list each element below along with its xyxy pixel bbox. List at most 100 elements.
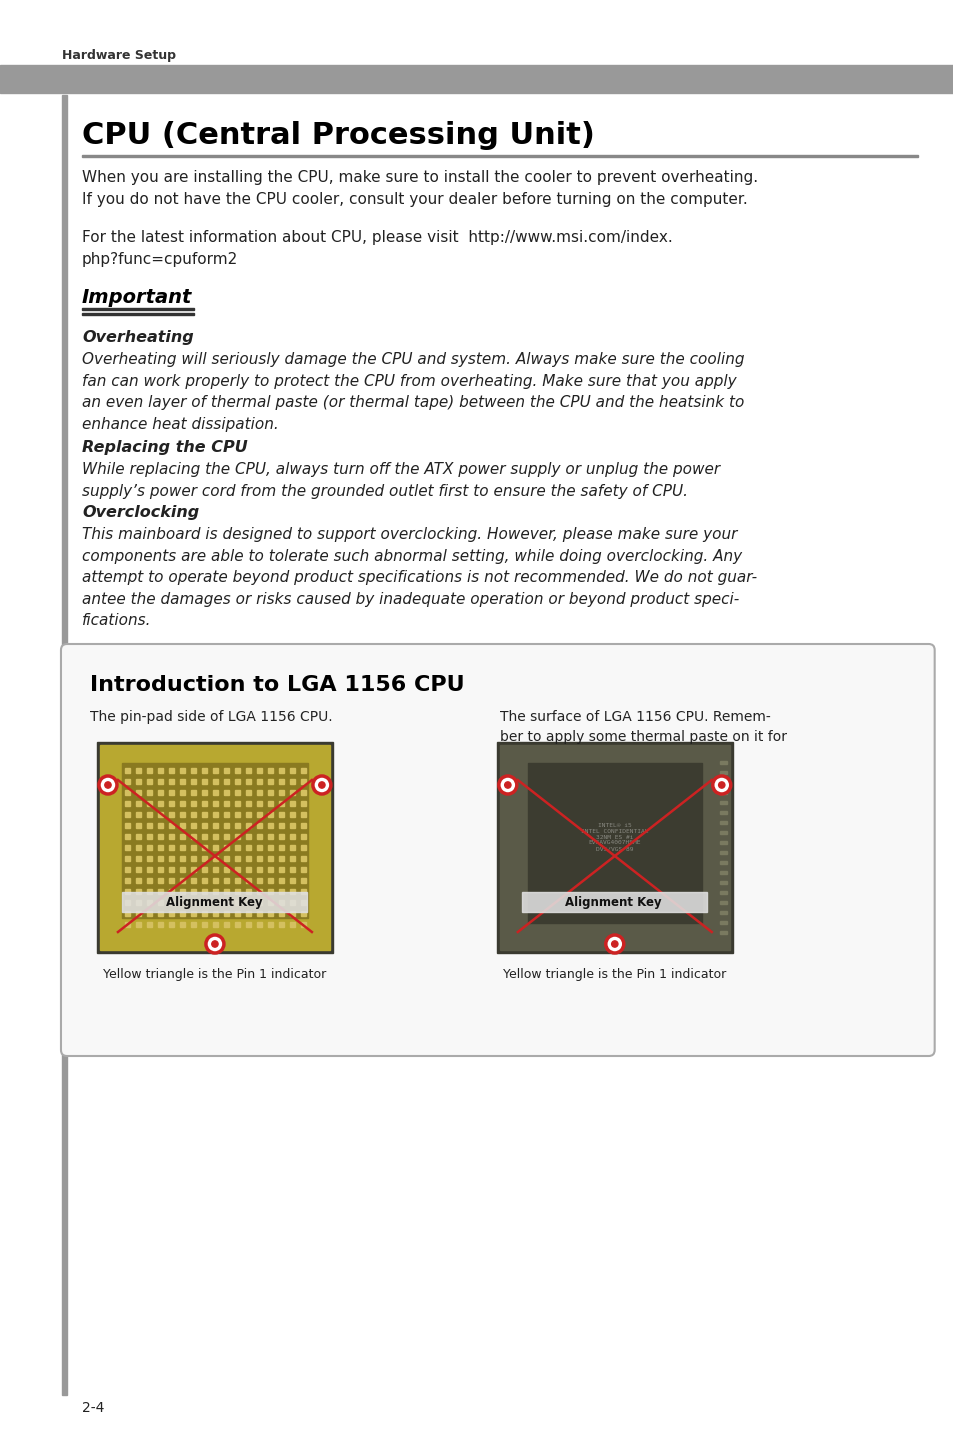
Text: Yellow triangle is the Pin 1 indicator: Yellow triangle is the Pin 1 indicator	[502, 968, 725, 981]
Bar	[136, 856, 141, 861]
Bar	[246, 856, 251, 861]
Circle shape	[99, 776, 117, 793]
Bar	[224, 845, 229, 851]
Bar	[224, 823, 229, 828]
Bar	[158, 833, 163, 839]
Bar	[234, 800, 239, 806]
Bar	[136, 812, 141, 818]
Circle shape	[605, 935, 623, 954]
Bar	[278, 790, 284, 795]
Bar	[180, 922, 185, 927]
Bar	[213, 833, 217, 839]
Bar	[527, 763, 701, 924]
Bar	[169, 899, 173, 905]
Bar	[234, 856, 239, 861]
Bar	[202, 800, 207, 806]
Bar	[136, 899, 141, 905]
Bar	[300, 812, 306, 818]
Bar	[180, 790, 185, 795]
Bar	[213, 823, 217, 828]
Bar	[202, 911, 207, 916]
Bar	[191, 823, 195, 828]
Bar	[256, 779, 262, 783]
Bar	[125, 856, 130, 861]
Bar	[300, 845, 306, 851]
Bar	[213, 866, 217, 872]
Bar	[268, 889, 273, 894]
Bar	[202, 899, 207, 905]
Bar	[213, 856, 217, 861]
Bar	[147, 790, 152, 795]
Bar	[224, 878, 229, 884]
Bar	[719, 790, 726, 793]
Bar	[158, 889, 163, 894]
Bar	[290, 779, 294, 783]
Bar	[82, 308, 193, 309]
Circle shape	[105, 782, 111, 788]
Bar	[256, 790, 262, 795]
Bar	[268, 856, 273, 861]
Text: Overheating will seriously damage the CPU and system. Always make sure the cooli: Overheating will seriously damage the CP…	[82, 352, 743, 432]
Bar	[180, 889, 185, 894]
Text: The surface of LGA 1156 CPU. Remem-
ber to apply some thermal paste on it for
be: The surface of LGA 1156 CPU. Remem- ber …	[499, 710, 786, 763]
Bar	[246, 800, 251, 806]
Bar	[169, 911, 173, 916]
Text: For the latest information about CPU, please visit  http://www.msi.com/index.
ph: For the latest information about CPU, pl…	[82, 231, 672, 266]
Bar	[169, 866, 173, 872]
Bar	[147, 911, 152, 916]
Bar	[213, 878, 217, 884]
Bar	[234, 768, 239, 773]
Bar	[158, 856, 163, 861]
Bar	[290, 812, 294, 818]
Bar	[246, 878, 251, 884]
Bar	[290, 845, 294, 851]
Bar	[191, 779, 195, 783]
Bar	[246, 779, 251, 783]
Bar	[136, 845, 141, 851]
Bar	[246, 823, 251, 828]
Bar	[191, 878, 195, 884]
Bar	[268, 845, 273, 851]
Bar	[521, 892, 706, 912]
Bar	[719, 921, 726, 924]
Bar	[125, 800, 130, 806]
Bar	[147, 779, 152, 783]
Bar	[122, 763, 308, 918]
Bar	[300, 790, 306, 795]
Bar	[256, 911, 262, 916]
Bar	[224, 911, 229, 916]
Bar	[234, 823, 239, 828]
Bar	[224, 833, 229, 839]
Bar	[224, 899, 229, 905]
Bar	[719, 871, 726, 874]
Text: Replacing the CPU: Replacing the CPU	[82, 440, 248, 455]
Bar	[125, 866, 130, 872]
Bar	[719, 831, 726, 833]
Bar	[213, 768, 217, 773]
Bar	[213, 800, 217, 806]
Bar	[158, 779, 163, 783]
Bar	[224, 812, 229, 818]
Bar	[136, 800, 141, 806]
Bar	[147, 866, 152, 872]
Text: The pin-pad side of LGA 1156 CPU.: The pin-pad side of LGA 1156 CPU.	[90, 710, 333, 725]
Bar	[147, 889, 152, 894]
Bar	[213, 845, 217, 851]
Bar	[278, 800, 284, 806]
Bar	[125, 845, 130, 851]
Circle shape	[498, 776, 517, 793]
Bar	[158, 866, 163, 872]
Bar	[180, 768, 185, 773]
Bar	[278, 889, 284, 894]
Bar	[300, 856, 306, 861]
Bar	[719, 901, 726, 904]
Bar	[278, 911, 284, 916]
Bar	[246, 889, 251, 894]
Bar	[246, 911, 251, 916]
Bar	[268, 800, 273, 806]
Bar	[234, 790, 239, 795]
Bar	[169, 878, 173, 884]
Bar	[290, 768, 294, 773]
Bar	[300, 779, 306, 783]
Bar	[136, 768, 141, 773]
